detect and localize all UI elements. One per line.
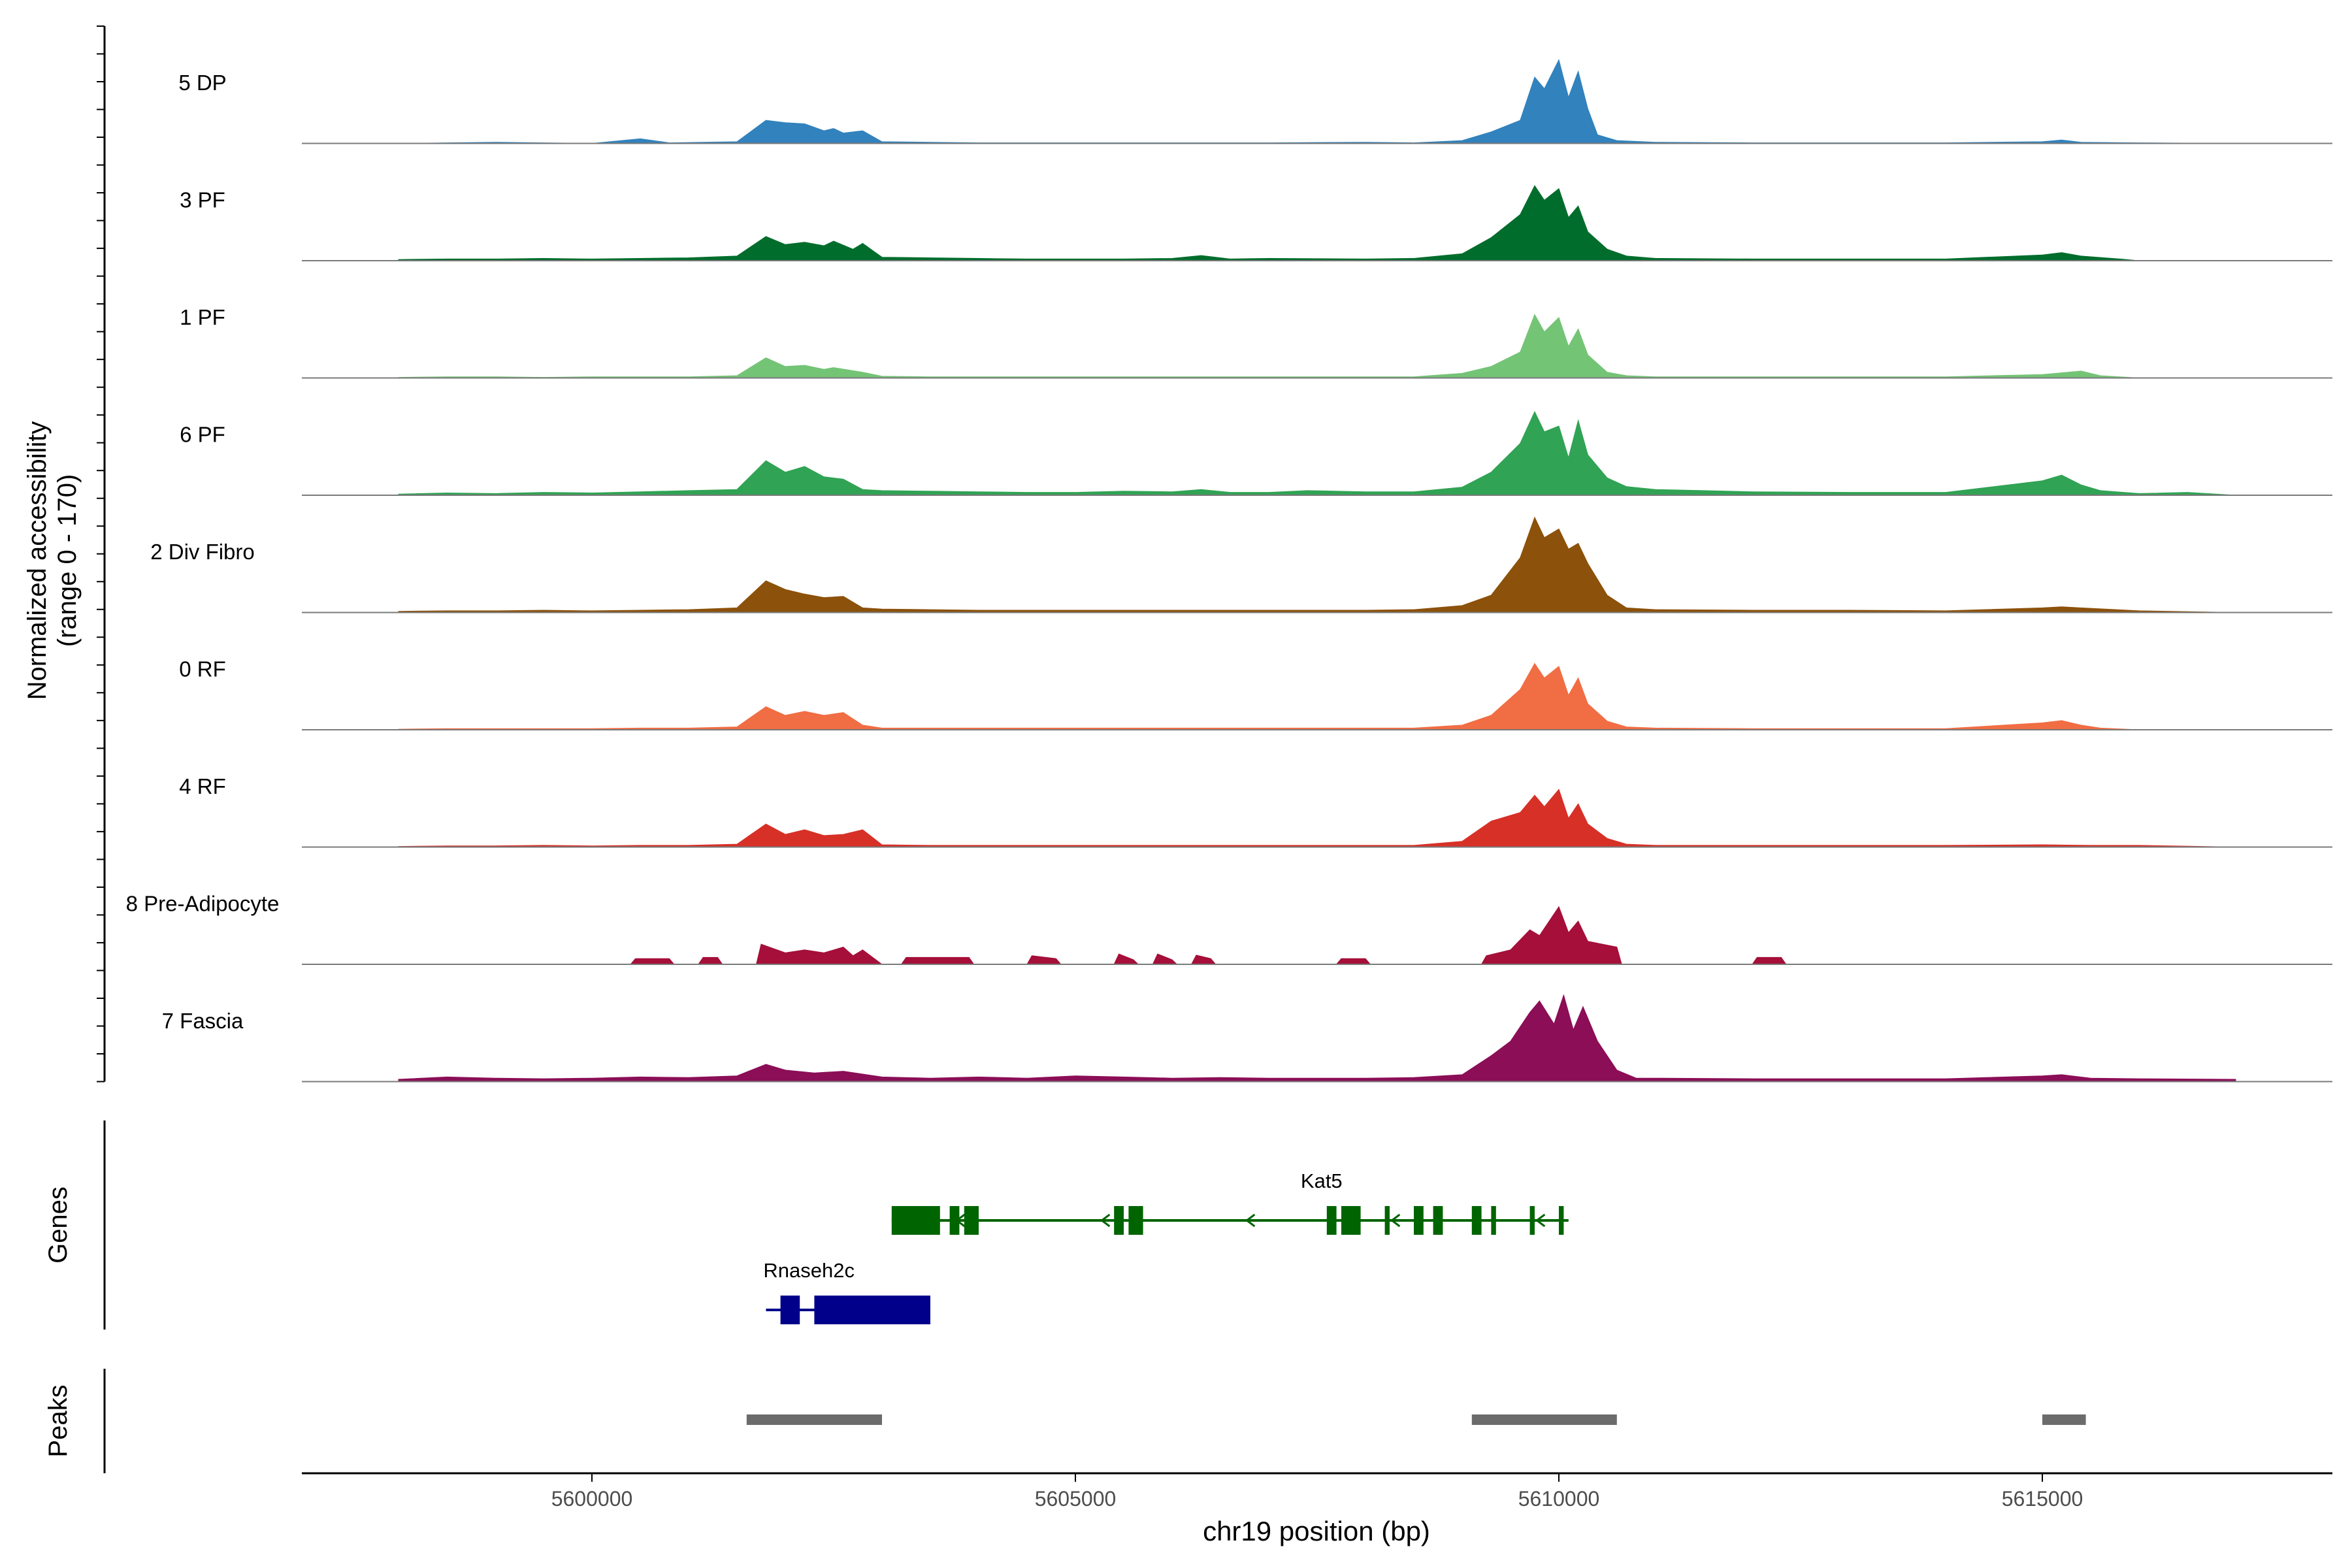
y-axis-label: Normalized accessibility (range 0 - 170) bbox=[23, 421, 82, 700]
genes-panel: Genes Kat5 Rnaseh2c bbox=[44, 1120, 1569, 1330]
track-label: 7 Fascia bbox=[162, 1009, 244, 1033]
gene-exon bbox=[1491, 1206, 1496, 1235]
gene-exon bbox=[891, 1206, 940, 1235]
coverage-area-2 bbox=[398, 185, 2140, 261]
peaks-panel: Peaks bbox=[44, 1369, 2086, 1473]
gene-exon bbox=[814, 1296, 930, 1324]
x-tick-label: 5610000 bbox=[1518, 1487, 1600, 1511]
track-label: 5 DP bbox=[178, 71, 226, 95]
track-label: 6 PF bbox=[180, 423, 225, 447]
track-label: 3 PF bbox=[180, 188, 225, 212]
gene-exon bbox=[1114, 1206, 1124, 1235]
strand-arrow bbox=[1535, 1213, 1546, 1228]
genes-label: Genes bbox=[44, 1186, 73, 1264]
gene-exon bbox=[1128, 1206, 1143, 1235]
x-tick-label: 5605000 bbox=[1035, 1487, 1117, 1511]
gene-exon bbox=[1433, 1206, 1443, 1235]
x-axis: 5600000 5605000 5610000 5615000 bbox=[302, 1472, 2332, 1511]
track-label: 0 RF bbox=[179, 657, 226, 681]
gene-exon bbox=[1471, 1206, 1482, 1235]
peak-region bbox=[746, 1414, 882, 1425]
gene-name: Rnaseh2c bbox=[763, 1259, 855, 1282]
gene-exon bbox=[964, 1206, 979, 1235]
track-label: 2 Div Fibro bbox=[150, 540, 255, 564]
track-label: 8 Pre-Adipocyte bbox=[126, 892, 280, 916]
gene-Kat5: Kat5 bbox=[891, 1169, 1569, 1235]
coverage-area-9 bbox=[398, 994, 2236, 1082]
gene-exon bbox=[1326, 1206, 1337, 1235]
gene-exon bbox=[780, 1296, 800, 1324]
gene-exon bbox=[1384, 1206, 1390, 1235]
gene-exon bbox=[1341, 1206, 1361, 1235]
gene-exon bbox=[1414, 1206, 1424, 1235]
coverage-area-1 bbox=[398, 59, 2236, 144]
strand-arrow bbox=[1390, 1213, 1401, 1228]
x-axis-label: chr19 position (bp) bbox=[1203, 1516, 1430, 1546]
coverage-area-7 bbox=[398, 789, 2236, 847]
gene-Rnaseh2c: Rnaseh2c bbox=[763, 1259, 930, 1324]
x-tick-label: 5615000 bbox=[2002, 1487, 2083, 1511]
gene-exon bbox=[1529, 1206, 1535, 1235]
gene-exon bbox=[949, 1206, 960, 1235]
track-label: 1 PF bbox=[180, 305, 225, 329]
coverage-area-8 bbox=[399, 906, 2236, 965]
y-axis-label-line1: Normalized accessibility bbox=[23, 421, 52, 700]
peak-region bbox=[1471, 1414, 1617, 1425]
track-label: 4 RF bbox=[179, 774, 226, 798]
coverage-area-6 bbox=[398, 662, 2140, 730]
coverage-area-4 bbox=[398, 410, 2236, 496]
peak-region bbox=[2042, 1414, 2086, 1425]
gene-name: Kat5 bbox=[1301, 1169, 1343, 1192]
coverage-tracks: 5 DP 3 PF 1 PF 6 PF 2 Div Fibro 0 RF 4 RF 8 Pre… bbox=[97, 25, 2332, 1083]
peaks-label: Peaks bbox=[44, 1384, 73, 1457]
coverage-area-5 bbox=[398, 516, 2236, 613]
y-axis-label-line2: (range 0 - 170) bbox=[53, 474, 82, 647]
strand-arrow bbox=[1100, 1213, 1111, 1228]
coverage-area-3 bbox=[398, 314, 2140, 378]
gene-exon bbox=[1559, 1206, 1564, 1235]
strand-arrow bbox=[1245, 1213, 1256, 1228]
x-tick-label: 5600000 bbox=[551, 1487, 633, 1511]
